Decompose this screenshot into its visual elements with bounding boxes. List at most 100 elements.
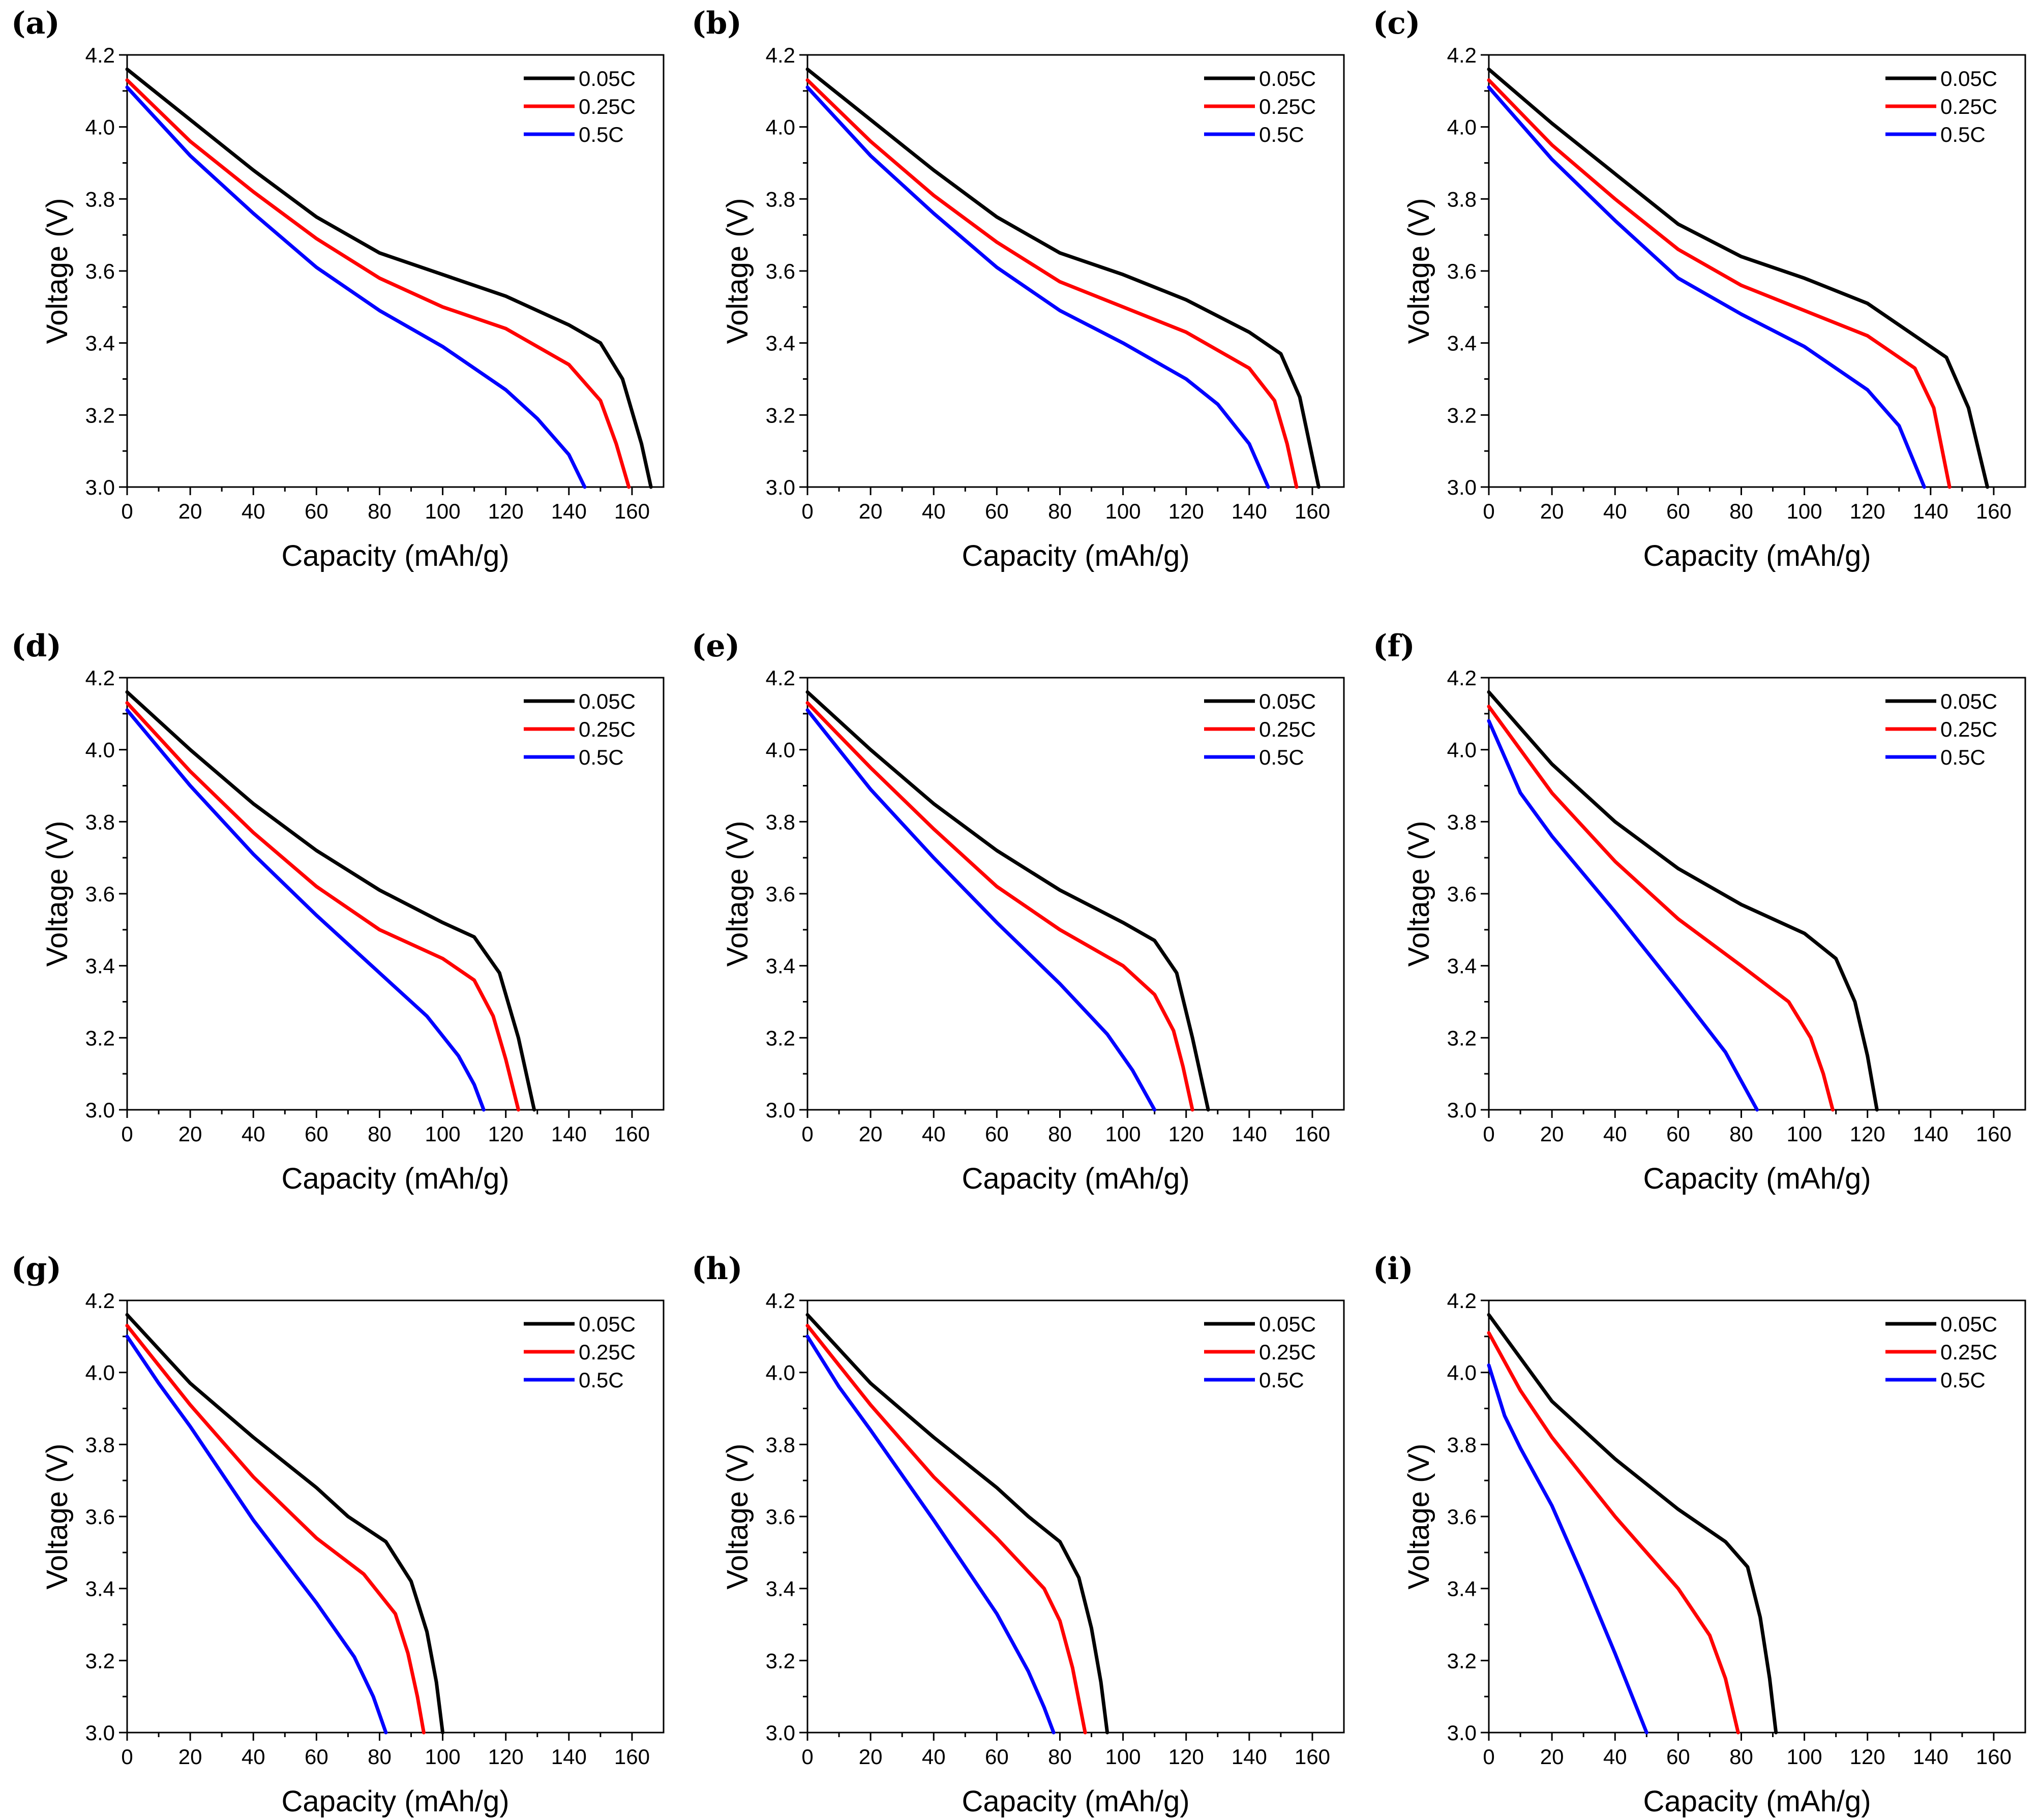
y-tick-label: 3.4 xyxy=(1447,331,1477,355)
y-tick-label: 3.8 xyxy=(766,810,795,834)
series-line-0.05C xyxy=(1487,690,1879,1112)
x-tick-label: 60 xyxy=(305,499,328,523)
y-tick-label: 3.8 xyxy=(1447,1433,1477,1457)
chart-panel: (g) 0 20 40 60 80 100 120 140 160 3.0 3.2 3.4 3.6 3.8 4… xyxy=(11,1251,665,1818)
series-line-0.5C xyxy=(805,1334,1056,1735)
legend-entry: 0.25C xyxy=(579,95,636,118)
legend-entry: 0.5C xyxy=(1259,123,1304,146)
legend-entry: 0.25C xyxy=(1259,95,1316,118)
y-tick-label: 4.2 xyxy=(766,43,795,67)
x-tick-label: 20 xyxy=(178,1745,202,1769)
x-tick-label: 120 xyxy=(1850,1122,1885,1146)
x-tick-label: 120 xyxy=(488,1745,524,1769)
y-tick-label: 4.2 xyxy=(766,666,795,690)
x-tick-label: 80 xyxy=(368,1745,392,1769)
x-tick-label: 0 xyxy=(1483,1122,1494,1146)
x-tick-label: 100 xyxy=(1787,1122,1822,1146)
x-tick-label: 140 xyxy=(551,499,587,523)
y-tick-label: 4.0 xyxy=(766,1361,795,1385)
x-tick-label: 20 xyxy=(859,499,883,523)
y-tick-label: 4.0 xyxy=(1447,1361,1477,1385)
legend-entry: 0.05C xyxy=(579,1312,636,1336)
plot-frame xyxy=(1488,54,2026,488)
x-tick-label: 60 xyxy=(1666,1122,1690,1146)
y-tick-label: 3.0 xyxy=(85,1721,115,1745)
series-line-0.5C xyxy=(125,85,587,489)
y-axis-title: Voltage (V) xyxy=(1402,821,1435,967)
plot-frame xyxy=(126,1299,665,1734)
y-tick-label: 4.2 xyxy=(766,1289,795,1313)
y-tick-label: 4.0 xyxy=(85,738,115,762)
y-tick-label: 3.6 xyxy=(766,259,795,283)
plot-frame xyxy=(806,54,1345,488)
x-tick-label: 80 xyxy=(1048,499,1072,523)
panel-label: (e) xyxy=(692,628,740,664)
x-tick-label: 60 xyxy=(985,1745,1009,1769)
series-line-0.5C xyxy=(1487,85,1926,489)
x-axis-title: Capacity (mAh/g) xyxy=(1643,1162,1871,1195)
legend-entry: 0.05C xyxy=(1940,67,1997,90)
x-tick-label: 140 xyxy=(1232,1122,1267,1146)
y-tick-label: 3.0 xyxy=(766,1098,795,1122)
series-line-0.05C xyxy=(805,690,1210,1112)
x-tick-label: 140 xyxy=(1913,499,1948,523)
y-tick-label: 4.0 xyxy=(766,738,795,762)
x-tick-label: 160 xyxy=(614,499,650,523)
x-tick-label: 20 xyxy=(178,499,202,523)
y-tick-label: 3.8 xyxy=(1447,810,1477,834)
y-tick-label: 3.2 xyxy=(85,403,115,427)
x-tick-label: 100 xyxy=(1787,499,1822,523)
x-tick-label: 20 xyxy=(859,1745,883,1769)
series-line-0.25C xyxy=(125,1324,426,1735)
x-tick-label: 140 xyxy=(551,1122,587,1146)
x-tick-label: 120 xyxy=(1168,1745,1204,1769)
y-tick-label: 3.4 xyxy=(766,331,795,355)
series-line-0.5C xyxy=(1487,1363,1648,1735)
x-tick-label: 160 xyxy=(1295,499,1330,523)
x-tick-label: 0 xyxy=(121,1122,133,1146)
x-tick-label: 0 xyxy=(1483,499,1494,523)
x-tick-label: 140 xyxy=(1232,1745,1267,1769)
legend-entry: 0.25C xyxy=(1940,717,1997,741)
y-axis-title: Voltage (V) xyxy=(41,1444,74,1590)
x-tick-label: 0 xyxy=(801,1122,813,1146)
y-tick-label: 4.2 xyxy=(85,666,115,690)
y-tick-label: 3.8 xyxy=(766,1433,795,1457)
chart-panel: (b) 0 20 40 60 80 100 120 140 160 3.0 3.2 3.4 3.6 3.8 4… xyxy=(692,6,1345,572)
y-tick-label: 4.2 xyxy=(1447,1289,1477,1313)
panel-label: (f) xyxy=(1373,628,1415,664)
x-tick-label: 160 xyxy=(1295,1122,1330,1146)
series-line-0.05C xyxy=(125,1313,445,1735)
x-axis-title: Capacity (mAh/g) xyxy=(962,1785,1189,1818)
legend-entry: 0.5C xyxy=(579,123,624,146)
x-tick-label: 80 xyxy=(1729,1745,1753,1769)
chart-panel: (e) 0 20 40 60 80 100 120 140 160 3.0 3.2 3.4 3.6 3.8 4… xyxy=(692,628,1345,1195)
x-tick-label: 160 xyxy=(1976,1122,2012,1146)
y-tick-label: 4.0 xyxy=(85,115,115,139)
y-axis-title: Voltage (V) xyxy=(41,821,74,967)
x-tick-label: 0 xyxy=(121,499,133,523)
y-tick-label: 4.2 xyxy=(85,43,115,67)
x-axis-title: Capacity (mAh/g) xyxy=(1643,539,1871,572)
x-tick-label: 40 xyxy=(922,1122,946,1146)
x-tick-label: 40 xyxy=(1603,1122,1627,1146)
y-tick-label: 4.2 xyxy=(1447,43,1477,67)
y-tick-label: 3.6 xyxy=(766,882,795,906)
x-tick-label: 0 xyxy=(801,499,813,523)
y-tick-label: 4.0 xyxy=(1447,115,1477,139)
x-tick-label: 20 xyxy=(1540,499,1564,523)
y-tick-label: 3.0 xyxy=(85,475,115,499)
x-tick-label: 20 xyxy=(859,1122,883,1146)
legend-entry: 0.05C xyxy=(1259,1312,1316,1336)
chart-panel: (d) 0 20 40 60 80 100 120 140 160 3.0 3.2 3.4 3.6 3.8 4… xyxy=(11,628,665,1195)
panel-label: (i) xyxy=(1373,1251,1414,1287)
series-line-0.25C xyxy=(125,78,631,489)
chart-panel: (i) 0 20 40 60 80 100 120 140 160 3.0 3.2 3.4 3.6 3.8 4… xyxy=(1373,1251,2026,1818)
series-line-0.5C xyxy=(1487,719,1759,1112)
series-line-0.05C xyxy=(1487,67,1989,489)
x-tick-label: 40 xyxy=(922,1745,946,1769)
legend-entry: 0.05C xyxy=(579,67,636,90)
y-tick-label: 3.4 xyxy=(766,954,795,978)
x-tick-label: 120 xyxy=(1168,1122,1204,1146)
x-tick-label: 0 xyxy=(1483,1745,1494,1769)
